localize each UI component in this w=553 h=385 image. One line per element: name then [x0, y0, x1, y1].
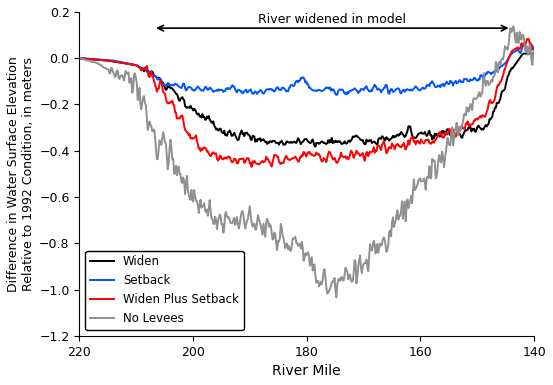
Widen	[312, 144, 319, 149]
Setback	[333, 92, 340, 97]
Setback	[322, 86, 329, 91]
Setback	[292, 80, 299, 85]
Widen	[348, 138, 354, 143]
Widen Plus Setback	[450, 127, 456, 132]
Setback	[531, 50, 538, 55]
Line: Setback: Setback	[79, 44, 534, 95]
Widen Plus Setback	[525, 37, 532, 41]
No Levees	[295, 244, 301, 248]
Widen Plus Setback	[293, 156, 300, 161]
Widen Plus Setback	[76, 56, 82, 60]
Widen	[521, 51, 528, 56]
Legend: Widen, Setback, Widen Plus Setback, No Levees: Widen, Setback, Widen Plus Setback, No L…	[85, 251, 244, 330]
Line: No Levees: No Levees	[79, 26, 534, 297]
Setback	[520, 42, 526, 46]
No Levees	[292, 234, 299, 239]
Setback	[348, 88, 354, 93]
Widen	[531, 53, 538, 57]
No Levees	[76, 56, 82, 60]
Widen	[76, 56, 82, 60]
Line: Widen: Widen	[79, 54, 534, 147]
Line: Widen Plus Setback: Widen Plus Setback	[79, 39, 534, 167]
Setback	[295, 80, 301, 85]
Widen	[323, 142, 330, 146]
No Levees	[348, 278, 354, 283]
Widen Plus Setback	[248, 164, 255, 169]
No Levees	[510, 24, 517, 28]
Y-axis label: Difference in Water Surface Elevation
Relative to 1992 Condition, in meters: Difference in Water Surface Elevation Re…	[7, 56, 35, 292]
Text: River widened in model: River widened in model	[258, 13, 406, 26]
No Levees	[322, 276, 329, 280]
Setback	[521, 43, 528, 47]
No Levees	[450, 143, 456, 147]
Setback	[76, 56, 82, 60]
X-axis label: River Mile: River Mile	[273, 364, 341, 378]
Widen Plus Setback	[296, 159, 302, 164]
No Levees	[333, 295, 340, 300]
Widen	[292, 141, 299, 145]
No Levees	[521, 48, 528, 52]
Widen Plus Setback	[531, 47, 538, 51]
Widen Plus Setback	[348, 149, 354, 153]
Widen Plus Setback	[521, 44, 528, 49]
Widen	[295, 136, 301, 141]
Setback	[450, 83, 456, 88]
Widen	[521, 51, 528, 56]
Widen Plus Setback	[323, 160, 330, 164]
Widen	[450, 131, 456, 136]
No Levees	[531, 48, 538, 53]
